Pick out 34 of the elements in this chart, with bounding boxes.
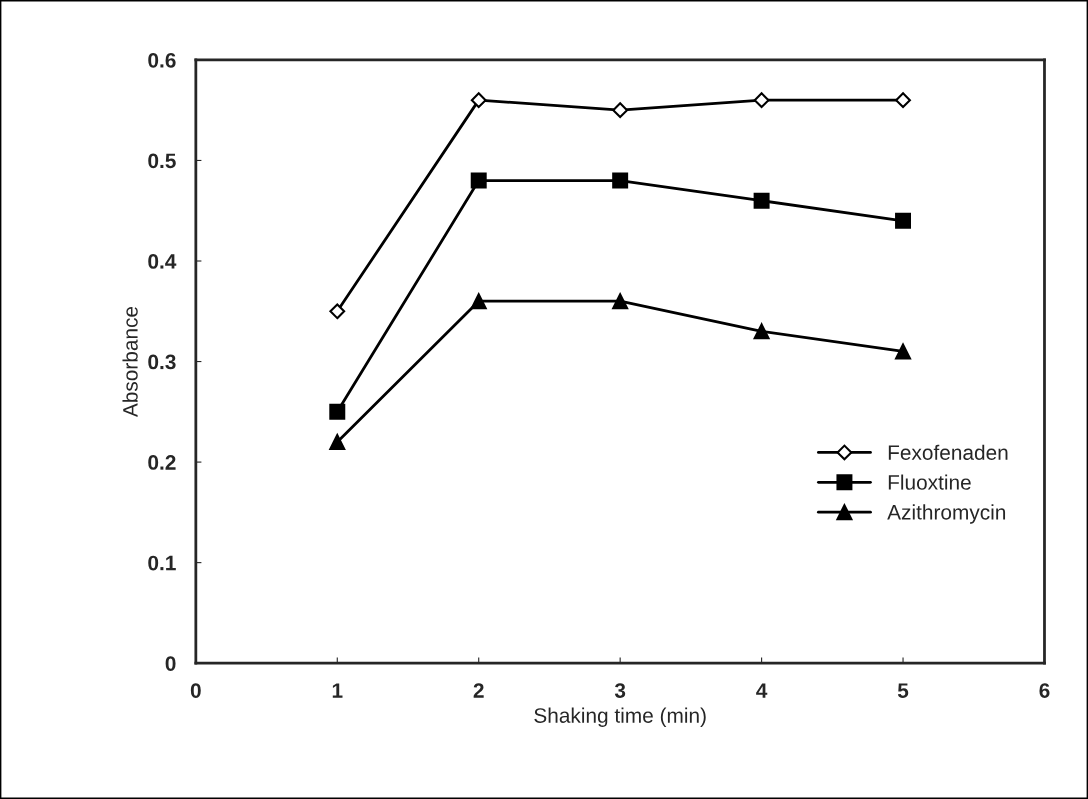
y-tick-label: 0.6: [148, 52, 176, 68]
x-axis-title: Shaking time (min): [534, 707, 706, 728]
point: [895, 92, 911, 109]
point: [895, 212, 912, 229]
point: [895, 343, 912, 360]
x-tick-label: 3: [614, 683, 626, 698]
y-tick-label: 0.2: [148, 455, 176, 470]
y-tick-label: 0.3: [148, 354, 176, 370]
x-tick-label: 1: [332, 683, 343, 698]
x-tick-label: 6: [1039, 683, 1050, 698]
point: [753, 323, 770, 340]
point: [329, 303, 346, 320]
legend-label: Fluoxtine: [888, 474, 971, 490]
x-tick-label: 2: [473, 683, 484, 698]
point: [329, 403, 346, 420]
x-tick-label: 5: [897, 683, 909, 698]
point: [753, 192, 770, 209]
x-tick-label: 4: [756, 683, 768, 698]
point: [470, 92, 487, 109]
point: [470, 172, 487, 189]
legend-label: Azithromycin: [887, 504, 1006, 524]
point: [753, 92, 770, 109]
point: [612, 172, 629, 189]
point: [612, 293, 629, 310]
y-tick-label: 0.4: [148, 254, 177, 269]
y-tick-label: 0: [165, 656, 176, 671]
point: [329, 434, 346, 450]
y-axis-title: Absorbance: [122, 306, 138, 418]
point: [612, 102, 629, 119]
y-tick-label: 0.5: [148, 153, 176, 169]
point: [470, 293, 487, 310]
legend-label: Fexofenaden: [888, 444, 1008, 460]
x-tick-label: 0: [190, 683, 201, 698]
y-tick-label: 0.1: [148, 555, 176, 571]
